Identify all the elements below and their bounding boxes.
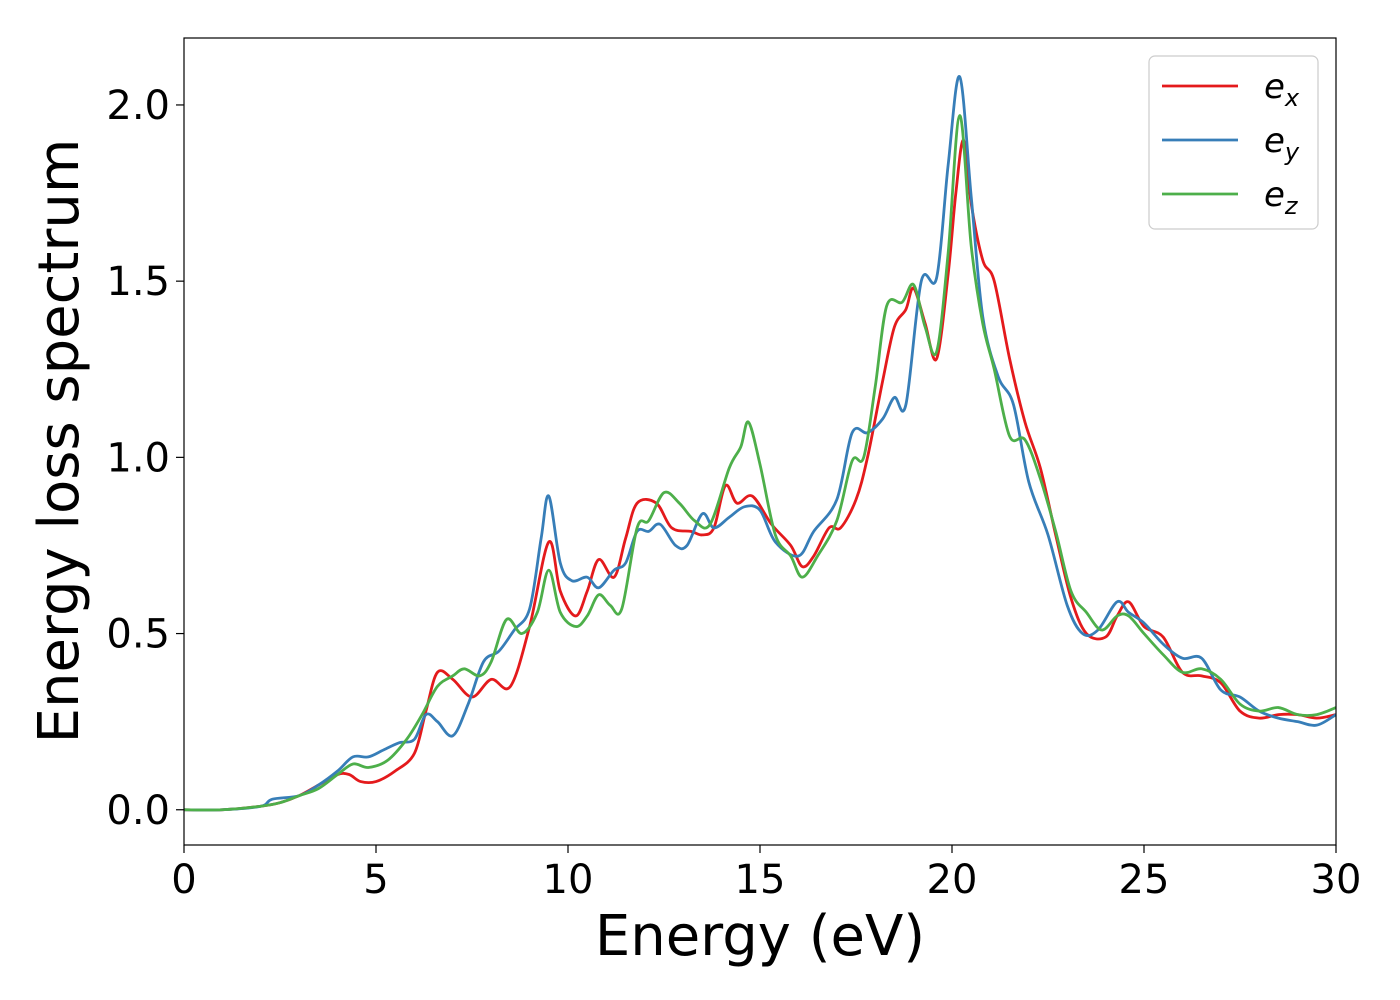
series-line-ey <box>183 75 1337 812</box>
x-tick-label: 15 <box>735 857 786 903</box>
x-tick-label: 0 <box>171 857 196 903</box>
y-tick-label: 0.0 <box>106 788 170 834</box>
x-axis-label: Energy (eV) <box>595 904 925 969</box>
series-line-ex <box>183 138 1337 812</box>
y-tick-label: 2.0 <box>106 83 170 129</box>
x-tick-label: 25 <box>1119 857 1170 903</box>
plot-background <box>184 38 1336 845</box>
y-tick-label: 1.0 <box>106 435 170 481</box>
y-tick-label: 1.5 <box>106 259 170 305</box>
legend-label-ez: ez <box>1264 175 1299 220</box>
legend: ex ey ez <box>1148 55 1319 230</box>
series-layer <box>183 75 1337 812</box>
legend-label-ey: ey <box>1264 121 1300 166</box>
y-axis: 0.0 0.5 1.0 1.5 2.0 <box>106 83 184 834</box>
x-tick-label: 5 <box>363 857 388 903</box>
y-axis-label: Energy loss spectrum <box>27 139 92 744</box>
x-axis: 0 5 10 15 20 25 30 <box>171 845 1361 903</box>
x-tick-label: 20 <box>927 857 978 903</box>
x-tick-label: 30 <box>1311 857 1362 903</box>
x-tick-label: 10 <box>543 857 594 903</box>
legend-box <box>1148 55 1319 230</box>
series-line-ez <box>183 114 1337 812</box>
legend-label-ex: ex <box>1264 67 1300 112</box>
y-tick-label: 0.5 <box>106 612 170 658</box>
